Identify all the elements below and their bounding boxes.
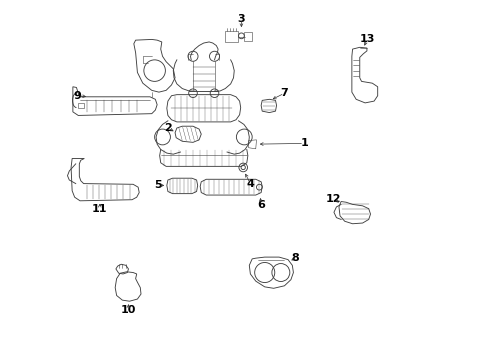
Text: 2: 2 [164,123,172,133]
Text: 5: 5 [154,180,162,190]
Text: 11: 11 [92,204,107,214]
Text: 1: 1 [300,139,308,148]
Text: 8: 8 [292,253,299,263]
Text: 6: 6 [257,200,265,210]
Text: 9: 9 [73,91,81,101]
Text: 10: 10 [121,305,136,315]
Text: 13: 13 [359,35,375,44]
Text: 12: 12 [326,194,342,204]
Text: 7: 7 [281,88,288,98]
Text: 3: 3 [238,14,245,24]
Text: 4: 4 [246,179,254,189]
